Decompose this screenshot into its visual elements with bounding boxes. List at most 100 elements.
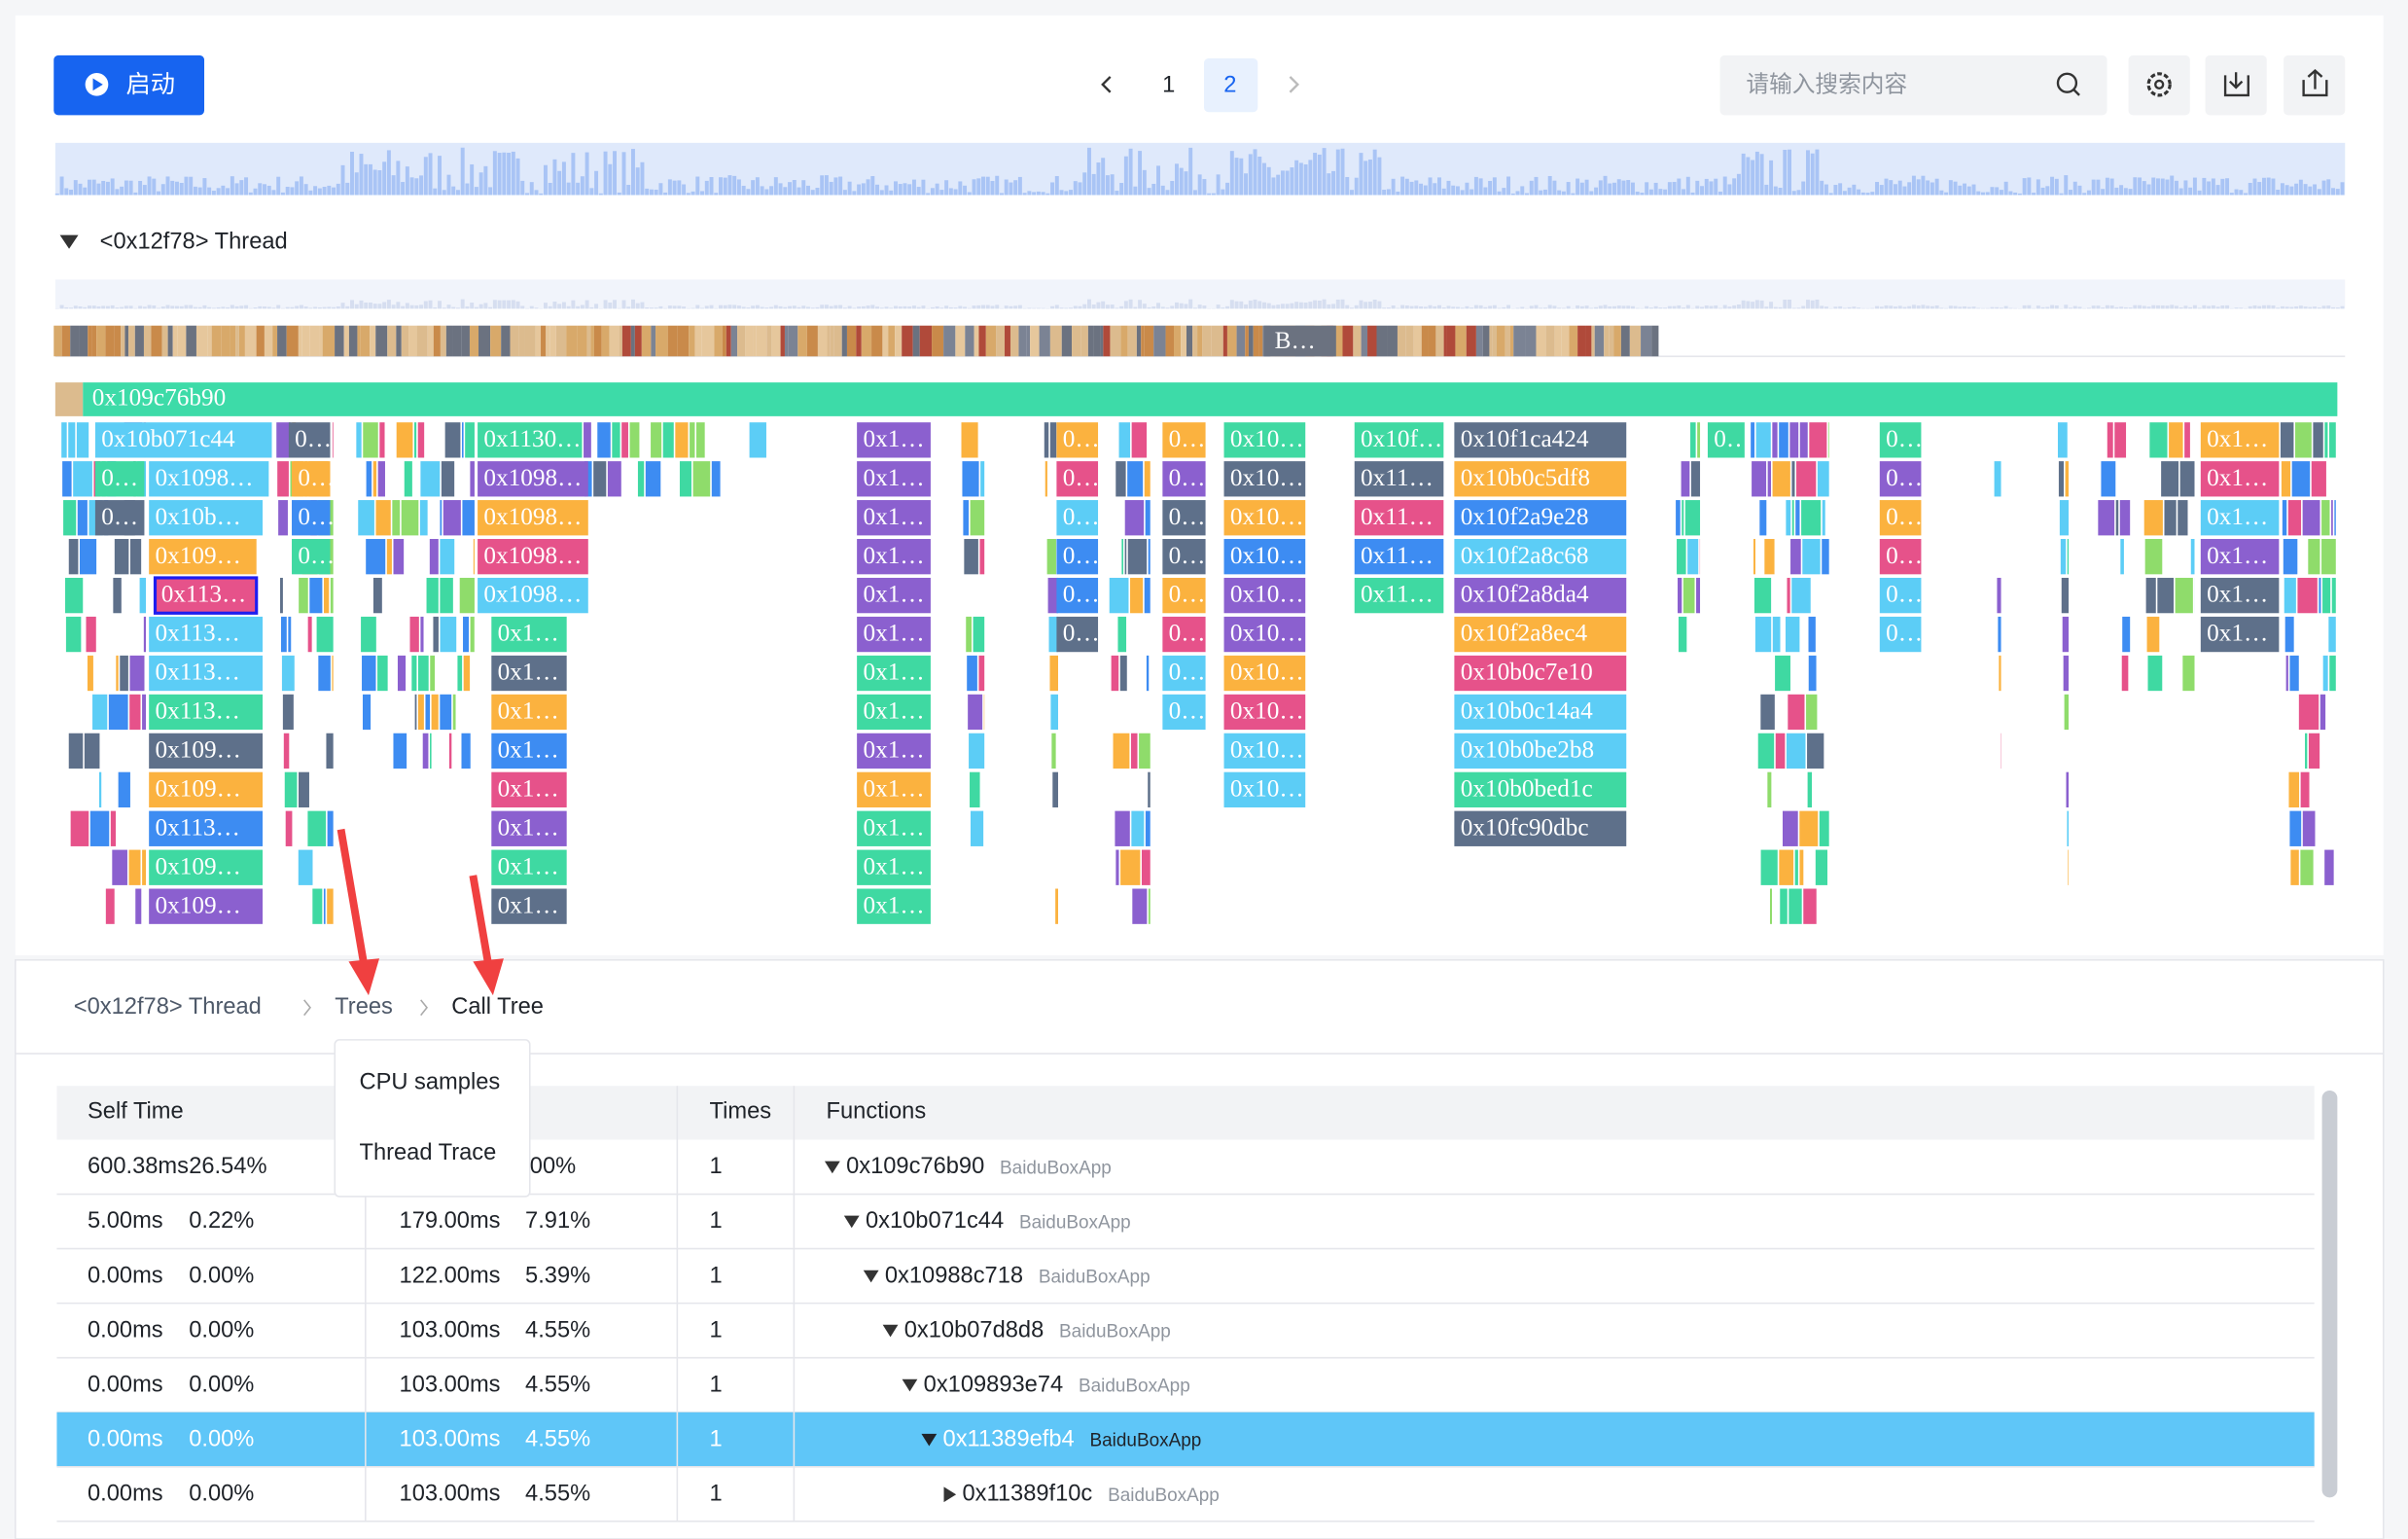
flame-cell[interactable] bbox=[1223, 771, 1306, 807]
flame-cell[interactable] bbox=[491, 771, 567, 807]
flame-cell[interactable] bbox=[1056, 616, 1099, 653]
expand-icon[interactable] bbox=[943, 1486, 957, 1503]
page-1[interactable]: 1 bbox=[1162, 73, 1175, 98]
flame-cell[interactable] bbox=[153, 576, 259, 615]
flame-cell[interactable] bbox=[149, 616, 264, 653]
flame-cell[interactable] bbox=[478, 461, 588, 497]
flame-cell[interactable] bbox=[1879, 500, 1922, 536]
flame-cell[interactable] bbox=[857, 849, 931, 885]
flame-cell[interactable] bbox=[491, 694, 567, 731]
scrollbar[interactable] bbox=[2321, 1090, 2338, 1498]
search-box[interactable] bbox=[1719, 54, 2107, 116]
flame-cell[interactable] bbox=[1454, 771, 1627, 807]
flame-cell[interactable] bbox=[149, 771, 264, 807]
flame-cell[interactable] bbox=[1879, 539, 1922, 575]
next-page[interactable] bbox=[1289, 76, 1299, 93]
flame-cell[interactable] bbox=[1879, 461, 1922, 497]
flame-cell[interactable] bbox=[149, 461, 269, 497]
breadcrumb-calltree[interactable]: Call Tree bbox=[451, 994, 544, 1020]
flame-cell[interactable] bbox=[1162, 422, 1206, 458]
flame-cell[interactable] bbox=[1056, 422, 1099, 458]
flame-cell[interactable] bbox=[478, 422, 583, 458]
flame-cell[interactable] bbox=[1354, 577, 1444, 614]
flame-cell[interactable] bbox=[94, 422, 272, 458]
settings-button[interactable] bbox=[2128, 54, 2190, 116]
flame-cell[interactable] bbox=[1707, 422, 1745, 458]
flame-cell[interactable] bbox=[94, 461, 145, 497]
prev-page[interactable] bbox=[1101, 76, 1112, 93]
flame-cell[interactable] bbox=[1162, 694, 1206, 731]
flame-cell[interactable] bbox=[857, 500, 931, 536]
expand-icon[interactable] bbox=[824, 1161, 840, 1174]
collapse-icon[interactable] bbox=[59, 234, 79, 249]
flame-cell[interactable] bbox=[149, 539, 257, 575]
flame-cell[interactable] bbox=[2200, 422, 2280, 458]
flame-cell[interactable] bbox=[2200, 616, 2280, 653]
flame-cell[interactable] bbox=[491, 733, 567, 770]
expand-icon[interactable] bbox=[863, 1270, 879, 1283]
flame-cell[interactable] bbox=[1223, 539, 1306, 575]
breadcrumb-thread[interactable]: <0x12f78> Thread bbox=[74, 994, 262, 1020]
flame-cell[interactable] bbox=[1879, 422, 1922, 458]
flame-cell[interactable] bbox=[1454, 733, 1627, 770]
flame-cell[interactable] bbox=[857, 810, 931, 846]
flame-cell[interactable] bbox=[149, 849, 264, 885]
flame-cell[interactable] bbox=[2200, 539, 2280, 575]
flame-cell[interactable] bbox=[1223, 500, 1306, 536]
flame-cell[interactable] bbox=[1454, 810, 1627, 846]
flame-cell[interactable] bbox=[1223, 616, 1306, 653]
breadcrumb-trees[interactable]: Trees bbox=[335, 994, 393, 1020]
flame-cell[interactable] bbox=[1223, 655, 1306, 692]
flame-cell[interactable] bbox=[292, 461, 331, 497]
flame-cell[interactable] bbox=[478, 500, 588, 536]
flame-cell[interactable] bbox=[1454, 577, 1627, 614]
flame-cell[interactable] bbox=[149, 694, 264, 731]
expand-icon[interactable] bbox=[902, 1378, 918, 1392]
flame-cell[interactable] bbox=[857, 422, 931, 458]
flame-cell[interactable] bbox=[491, 810, 567, 846]
flame-cell[interactable] bbox=[857, 655, 931, 692]
flame-cell[interactable] bbox=[1454, 539, 1627, 575]
flame-cell[interactable] bbox=[857, 771, 931, 807]
flame-cell[interactable] bbox=[1454, 500, 1627, 536]
flame-cell[interactable] bbox=[1223, 577, 1306, 614]
flame-cell[interactable] bbox=[1056, 577, 1099, 614]
flame-cell[interactable] bbox=[1879, 577, 1922, 614]
flame-cell[interactable] bbox=[1223, 733, 1306, 770]
flame-cell[interactable] bbox=[2200, 461, 2280, 497]
flame-cell[interactable] bbox=[857, 888, 931, 924]
flame-cell[interactable] bbox=[1454, 616, 1627, 653]
flame-cell[interactable] bbox=[149, 655, 264, 692]
flame-cell[interactable] bbox=[149, 810, 264, 846]
expand-icon[interactable] bbox=[921, 1433, 938, 1447]
dropdown-item[interactable]: CPU samples bbox=[360, 1069, 501, 1094]
flame-cell[interactable] bbox=[478, 577, 588, 614]
dropdown-item[interactable]: Thread Trace bbox=[360, 1140, 497, 1165]
flame-cell[interactable] bbox=[1162, 461, 1206, 497]
flame-cell[interactable] bbox=[94, 500, 145, 536]
flame-cell[interactable] bbox=[1454, 694, 1627, 731]
flame-cell[interactable] bbox=[1162, 500, 1206, 536]
flame-cell[interactable] bbox=[1056, 539, 1099, 575]
flame-cell[interactable] bbox=[1454, 422, 1627, 458]
expand-icon[interactable] bbox=[843, 1215, 860, 1229]
flame-cell[interactable] bbox=[1162, 655, 1206, 692]
flame-cell[interactable] bbox=[1454, 655, 1627, 692]
flame-cell[interactable] bbox=[478, 539, 588, 575]
flame-cell[interactable] bbox=[491, 849, 567, 885]
flame-cell[interactable] bbox=[1354, 539, 1444, 575]
flame-cell[interactable] bbox=[857, 694, 931, 731]
flame-cell[interactable] bbox=[1223, 422, 1306, 458]
flame-cell[interactable] bbox=[1354, 422, 1444, 458]
flame-cell[interactable] bbox=[1354, 461, 1444, 497]
flame-cell[interactable] bbox=[292, 500, 331, 536]
flame-cell[interactable] bbox=[1223, 694, 1306, 731]
flame-cell[interactable] bbox=[292, 539, 331, 575]
flame-cell[interactable] bbox=[491, 888, 567, 924]
expand-icon[interactable] bbox=[882, 1324, 899, 1338]
flame-cell[interactable] bbox=[1056, 461, 1099, 497]
flame-cell[interactable] bbox=[857, 616, 931, 653]
start-button[interactable] bbox=[53, 54, 205, 116]
flame-cell[interactable] bbox=[491, 616, 567, 653]
flame-cell[interactable] bbox=[149, 500, 264, 536]
